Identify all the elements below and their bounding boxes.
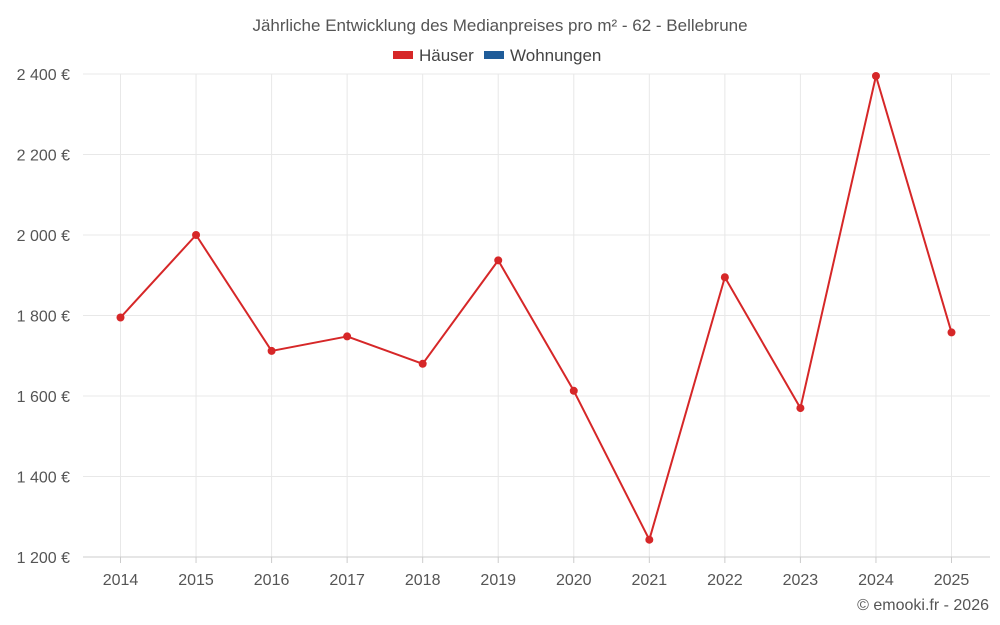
y-axis: 1 200 € 1 400 € 1 600 € 1 800 € 2 000 € 2 200… (17, 67, 70, 567)
legend-label-haeuser: Häuser (419, 46, 474, 65)
x-tick-label: 2016 (254, 572, 290, 589)
data-point[interactable] (267, 346, 276, 355)
x-tick-label: 2020 (556, 572, 592, 589)
y-tick-label: 1 400 € (17, 470, 70, 487)
x-tick-label: 2017 (329, 572, 365, 589)
legend-label-wohnungen: Wohnungen (510, 46, 601, 65)
y-tick-label: 2 000 € (17, 228, 70, 245)
legend-swatch-haeuser (393, 51, 413, 59)
chart-title: Jährliche Entwicklung des Medianpreises … (252, 16, 747, 35)
legend-item-haeuser[interactable]: Häuser (393, 46, 474, 65)
data-point[interactable] (192, 231, 201, 239)
x-tick-label: 2023 (783, 572, 819, 589)
data-point[interactable] (720, 273, 729, 282)
x-tick-label: 2019 (480, 572, 516, 589)
y-tick-label: 2 200 € (17, 148, 70, 165)
data-point[interactable] (494, 256, 503, 265)
legend-item-wohnungen[interactable]: Wohnungen (484, 46, 601, 65)
series-line-0 (119, 75, 953, 541)
credit-text: © emooki.fr - 2026 (857, 597, 989, 614)
x-tick-label: 2025 (934, 572, 970, 589)
x-tick-label: 2022 (707, 572, 743, 589)
grid (83, 73, 990, 558)
data-point[interactable] (645, 535, 654, 544)
data-point[interactable] (116, 313, 125, 322)
x-tick-label: 2014 (103, 572, 139, 589)
x-tick-label: 2015 (178, 572, 214, 589)
y-tick-label: 1 600 € (17, 389, 70, 406)
x-tick-label: 2024 (858, 572, 894, 589)
data-point[interactable] (796, 404, 805, 413)
data-point[interactable] (871, 72, 880, 81)
legend-swatch-wohnungen (484, 51, 504, 59)
x-axis: 2014 2015 2016 2017 2018 2019 2020 2021 2022 2023… (83, 556, 990, 589)
y-tick-label: 2 400 € (17, 67, 70, 84)
data-point[interactable] (343, 332, 352, 341)
y-tick-label: 1 200 € (17, 550, 70, 567)
data-point[interactable] (569, 386, 578, 395)
series-layer (116, 72, 956, 544)
data-point[interactable] (418, 359, 427, 368)
legend: Häuser Wohnungen (393, 46, 601, 65)
y-tick-label: 1 800 € (17, 309, 70, 326)
x-tick-label: 2021 (632, 572, 668, 589)
data-point[interactable] (947, 328, 956, 337)
x-tick-label: 2018 (405, 572, 441, 589)
